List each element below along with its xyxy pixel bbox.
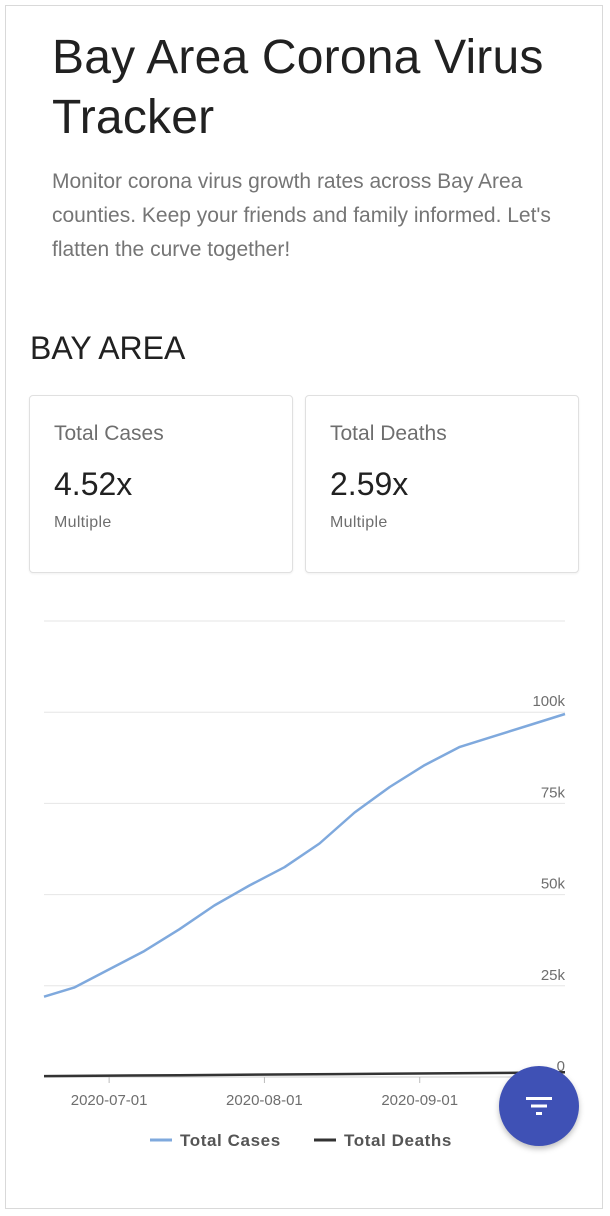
y-tick-label: 25k bbox=[541, 967, 566, 984]
total-deaths-card: Total Deaths 2.59x Multiple bbox=[305, 395, 579, 573]
legend-label: Total Cases bbox=[180, 1131, 281, 1150]
card-caption: Multiple bbox=[54, 514, 112, 531]
total-cases-card: Total Cases 4.52x Multiple bbox=[29, 395, 293, 573]
page-frame bbox=[5, 5, 603, 1209]
page-subtitle: Monitor corona virus growth rates across… bbox=[52, 170, 551, 261]
page-title: Bay Area Corona Virus Tracker bbox=[52, 31, 544, 144]
y-tick-label: 0 bbox=[557, 1058, 565, 1075]
series-line-total-deaths bbox=[43, 1071, 566, 1078]
y-tick-label: 75k bbox=[541, 784, 566, 801]
series-line-total-cases bbox=[43, 712, 566, 998]
card-caption: Multiple bbox=[330, 514, 388, 531]
y-tick-label: 50k bbox=[541, 876, 566, 893]
x-tick-label: 2020-09-01 bbox=[381, 1092, 458, 1109]
filter-button[interactable] bbox=[499, 1066, 579, 1146]
legend-label: Total Deaths bbox=[344, 1131, 452, 1150]
x-tick-label: 2020-07-01 bbox=[71, 1092, 148, 1109]
x-tick-label: 2020-08-01 bbox=[226, 1092, 303, 1109]
y-tick-label: 100k bbox=[532, 693, 565, 710]
card-label: Total Cases bbox=[54, 422, 164, 445]
card-label: Total Deaths bbox=[330, 422, 447, 445]
card-value: 2.59x bbox=[330, 466, 409, 502]
card-value: 4.52x bbox=[54, 466, 133, 502]
section-title: BAY AREA bbox=[30, 330, 186, 366]
filter-icon bbox=[526, 1097, 552, 1115]
growth-line-chart: 0 25k 50k 75k 100k 2020-07-01 2020-08-01 2020-0… bbox=[43, 620, 566, 1150]
